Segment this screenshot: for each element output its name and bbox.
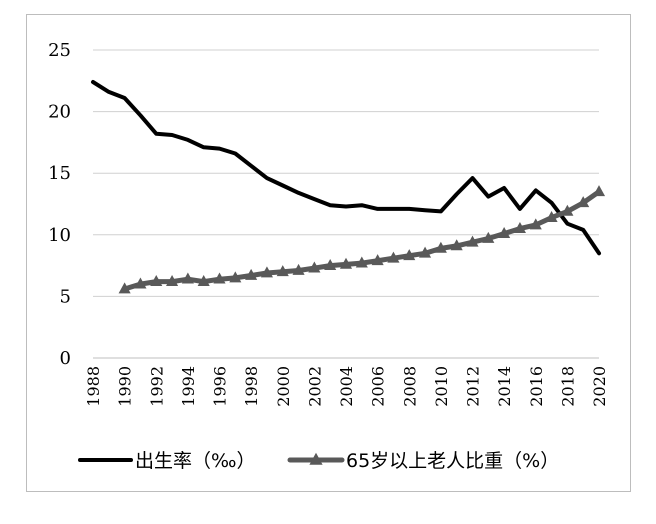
series-2-point	[371, 254, 384, 266]
series-2-point	[419, 246, 432, 258]
series-2-point	[197, 275, 210, 287]
series-2-point	[577, 196, 590, 208]
legend-label-2: 65岁以上老人比重（%）	[346, 450, 559, 472]
series-layer	[91, 80, 606, 294]
series-2-point	[245, 268, 258, 280]
series-2-point	[513, 222, 526, 234]
series-2-point	[545, 210, 558, 222]
x-tick-label: 1994	[179, 366, 198, 407]
legend: 出生率（‰） 65岁以上老人比重（%）	[78, 450, 559, 472]
series-2-point	[466, 235, 479, 247]
series-2-point	[339, 257, 353, 269]
series-2-point	[166, 275, 179, 287]
x-tick-label: 2004	[337, 366, 356, 407]
x-tick-label: 1998	[242, 366, 261, 407]
y-tick-label: 10	[48, 225, 71, 246]
x-tick-label: 2010	[432, 366, 451, 407]
series-2-point	[134, 277, 147, 289]
series-2-point	[260, 266, 273, 278]
y-tick-label: 20	[48, 102, 71, 123]
series-line-1	[91, 80, 601, 256]
x-tick-label: 2006	[369, 366, 388, 407]
series-2-point	[498, 226, 511, 238]
y-tick-label: 5	[60, 286, 71, 307]
x-tick-label: 1990	[116, 366, 135, 407]
series-2-point	[150, 275, 163, 287]
y-axis: 0 5 10 15 20 25	[48, 40, 71, 369]
series-2-point	[355, 256, 368, 268]
x-tick-label: 1992	[147, 366, 166, 407]
series-2-point	[387, 251, 400, 263]
x-tick-label: 2014	[495, 366, 514, 407]
x-axis: 1988 1990 1992 1994 1996 1998 2000 2002 2004 2006…	[84, 366, 609, 407]
series-2-point	[434, 241, 447, 253]
series-2-point	[229, 271, 242, 283]
x-tick-label: 2000	[274, 366, 293, 407]
legend-marker-2	[309, 452, 323, 465]
chart-frame	[26, 14, 631, 492]
x-tick-label: 2016	[527, 366, 546, 407]
grid-lines	[93, 49, 599, 359]
series-2-point	[561, 204, 574, 216]
series-2-point	[324, 259, 337, 270]
series-2-point	[308, 261, 321, 273]
series-2-point	[529, 218, 542, 230]
x-tick-label: 1996	[211, 366, 230, 407]
legend-label-1: 出生率（‰）	[135, 450, 256, 472]
series-2-point	[482, 231, 495, 243]
series-2-point	[276, 265, 289, 277]
y-tick-label: 25	[48, 40, 71, 61]
x-tick-label: 2012	[464, 366, 483, 407]
series-2-point	[181, 272, 194, 284]
y-tick-label: 15	[48, 163, 71, 184]
series-2-point	[403, 249, 416, 261]
series-2-point	[592, 185, 606, 197]
series-2-point	[292, 263, 305, 275]
x-tick-label: 2020	[590, 366, 609, 407]
x-tick-label: 2008	[400, 366, 419, 407]
series-2-point	[118, 282, 131, 294]
x-tick-label: 2018	[558, 366, 577, 407]
series-2-point	[450, 239, 463, 251]
y-tick-label: 0	[60, 348, 71, 369]
series-2-point	[213, 272, 226, 284]
x-tick-label: 1988	[84, 366, 103, 407]
x-tick-label: 2002	[305, 366, 324, 407]
